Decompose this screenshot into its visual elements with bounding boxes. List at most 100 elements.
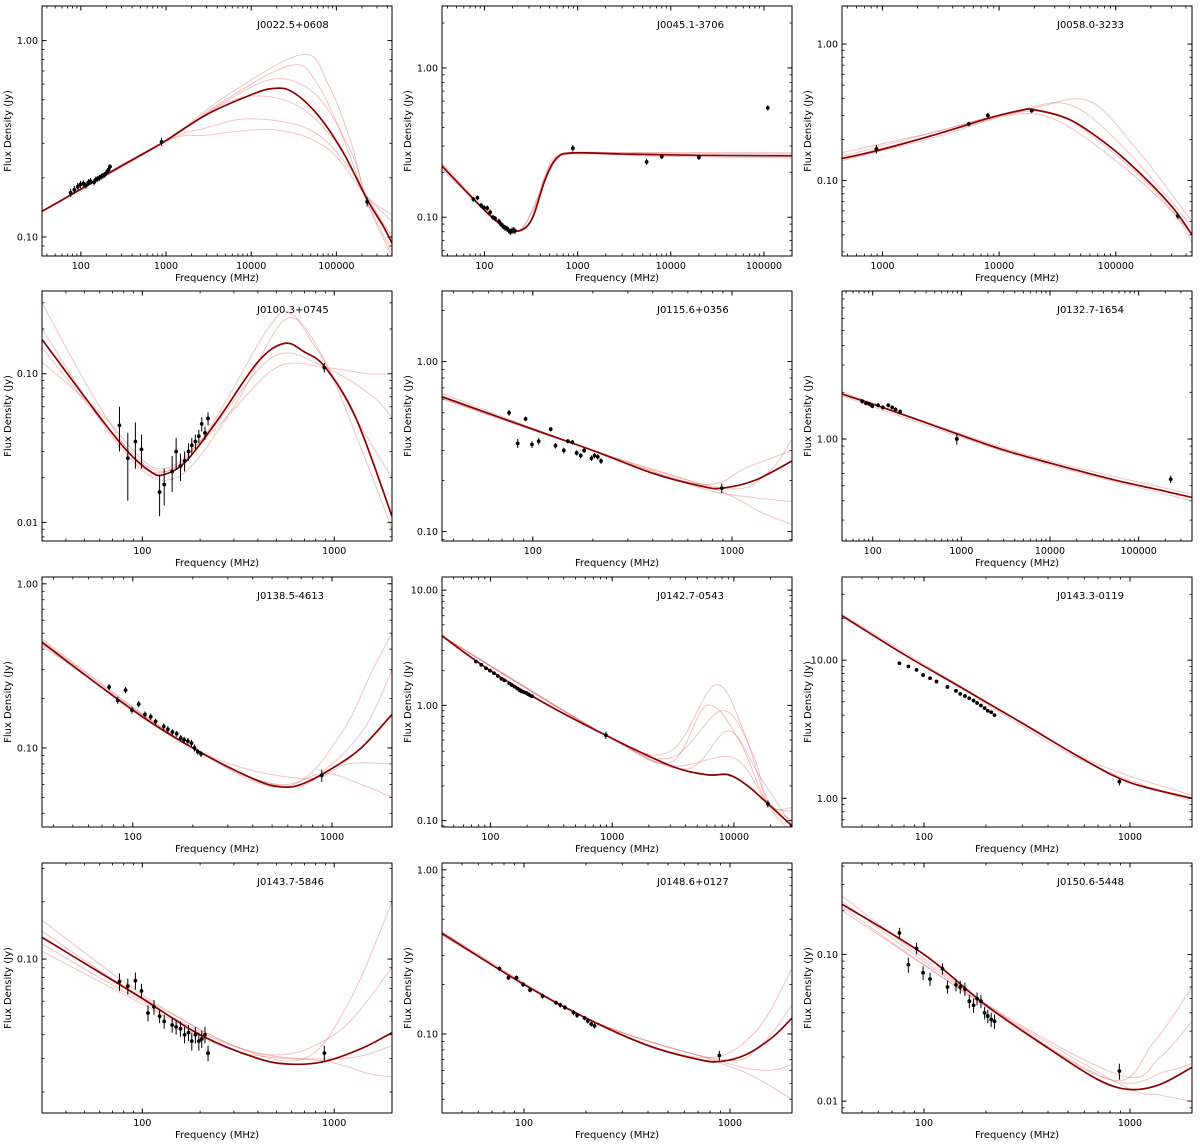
data-point bbox=[592, 1023, 597, 1028]
y-tick-label: 1.00 bbox=[17, 579, 38, 590]
y-tick-label: 0.10 bbox=[17, 369, 38, 380]
data-point bbox=[563, 1005, 567, 1010]
data-point bbox=[589, 1022, 594, 1026]
data-point bbox=[479, 662, 484, 667]
x-tick-label: 100 bbox=[515, 1118, 533, 1129]
data-point bbox=[985, 1014, 990, 1018]
data-point bbox=[523, 416, 528, 421]
sample-curve bbox=[42, 901, 392, 1062]
data-point bbox=[940, 966, 945, 971]
x-axis-label: Frequency (MHz) bbox=[575, 844, 659, 855]
axes-frame bbox=[841, 576, 1193, 828]
chart-title: J0058.0-3233 bbox=[1056, 20, 1124, 31]
data-point bbox=[125, 456, 130, 461]
data-point bbox=[906, 962, 911, 967]
x-tick-label: 100 bbox=[133, 1118, 151, 1129]
data-point bbox=[199, 752, 203, 756]
data-point bbox=[582, 448, 587, 453]
sample-curve bbox=[842, 906, 1192, 1084]
data-point bbox=[604, 733, 608, 738]
data-point bbox=[582, 1016, 587, 1020]
data-point bbox=[471, 197, 476, 202]
x-tick-label: 100 bbox=[481, 832, 499, 843]
sample-curve bbox=[42, 930, 392, 1056]
data-point bbox=[88, 179, 93, 184]
data-point bbox=[502, 678, 507, 683]
axes-frame bbox=[41, 862, 393, 1114]
x-tick-label: 100000 bbox=[318, 261, 354, 272]
axes-frame bbox=[41, 576, 393, 828]
model-curve bbox=[42, 641, 392, 789]
x-axis-label: Frequency (MHz) bbox=[975, 844, 1059, 855]
data-point bbox=[967, 999, 972, 1004]
sample-curve bbox=[42, 64, 392, 252]
data-point bbox=[153, 719, 158, 724]
chart-title: J0045.1-3706 bbox=[656, 20, 724, 31]
data-point bbox=[185, 739, 190, 744]
x-tick-label: 100 bbox=[475, 261, 493, 272]
data-point bbox=[507, 410, 511, 415]
x-tick-label: 100000 bbox=[746, 261, 782, 272]
panel-j0142-7-0543: 100 1000 10000 0.10 1.00 10.00 J0142.7-0543 Fre… bbox=[403, 576, 793, 855]
data-point bbox=[482, 205, 486, 210]
y-tick-label: 0.10 bbox=[417, 213, 438, 224]
data-point bbox=[979, 703, 983, 708]
plot-area bbox=[842, 613, 1192, 802]
plot-area bbox=[442, 931, 792, 1100]
sample-curve bbox=[442, 934, 792, 1100]
x-tick-label: 10000 bbox=[719, 832, 749, 843]
x-tick-label: 100 bbox=[133, 546, 151, 557]
data-point bbox=[189, 741, 194, 746]
x-tick-label: 100 bbox=[72, 261, 90, 272]
sample-curve bbox=[842, 112, 1192, 244]
data-point bbox=[967, 696, 972, 701]
panel-j0100-3-0745: 100 1000 0.01 0.10 J0100.3+0745 Frequency (MH… bbox=[3, 290, 393, 569]
data-point bbox=[530, 442, 534, 447]
data-point bbox=[515, 441, 520, 446]
plot-area bbox=[442, 392, 792, 525]
data-point bbox=[170, 1023, 175, 1027]
axes-frame bbox=[41, 5, 393, 257]
y-tick-label: 0.01 bbox=[17, 518, 38, 529]
data-point bbox=[963, 694, 967, 698]
data-point bbox=[509, 683, 514, 687]
x-axis-label: Frequency (MHz) bbox=[175, 844, 259, 855]
data-point bbox=[203, 430, 207, 435]
data-point bbox=[975, 701, 979, 705]
data-point bbox=[123, 688, 128, 693]
data-point bbox=[72, 187, 77, 192]
x-tick-label: 10000 bbox=[236, 261, 266, 272]
x-axis-label: Frequency (MHz) bbox=[575, 1130, 659, 1141]
sample-curve bbox=[42, 95, 392, 238]
data-point bbox=[108, 164, 112, 169]
data-point bbox=[860, 399, 865, 404]
sample-curve bbox=[42, 645, 392, 798]
x-tick-label: 1000 bbox=[320, 832, 344, 843]
data-point bbox=[322, 1051, 327, 1056]
sample-curve bbox=[442, 635, 792, 811]
data-point bbox=[146, 1011, 150, 1015]
data-point bbox=[945, 985, 950, 989]
data-point bbox=[493, 216, 497, 221]
sample-curve bbox=[842, 616, 1192, 802]
data-point bbox=[492, 671, 496, 676]
data-point bbox=[574, 451, 579, 455]
sample-curve bbox=[442, 635, 792, 812]
sample-curve bbox=[42, 352, 392, 470]
data-point bbox=[322, 365, 327, 370]
data-point bbox=[162, 1019, 167, 1024]
data-point bbox=[864, 401, 868, 406]
data-point bbox=[174, 731, 179, 736]
x-tick-label: 1000 bbox=[720, 546, 744, 557]
y-tick-label: 1.00 bbox=[417, 701, 438, 712]
y-axis-label: Flux Density (Jy) bbox=[803, 947, 814, 1029]
x-axis-label: Frequency (MHz) bbox=[975, 1130, 1059, 1141]
x-axis-label: Frequency (MHz) bbox=[975, 558, 1059, 569]
model-curve bbox=[842, 393, 1192, 499]
x-tick-label: 100 bbox=[124, 832, 142, 843]
y-axis-label: Flux Density (Jy) bbox=[3, 947, 14, 1029]
x-tick-label: 1000 bbox=[600, 832, 624, 843]
data-point bbox=[989, 710, 994, 715]
data-point bbox=[1175, 214, 1180, 218]
